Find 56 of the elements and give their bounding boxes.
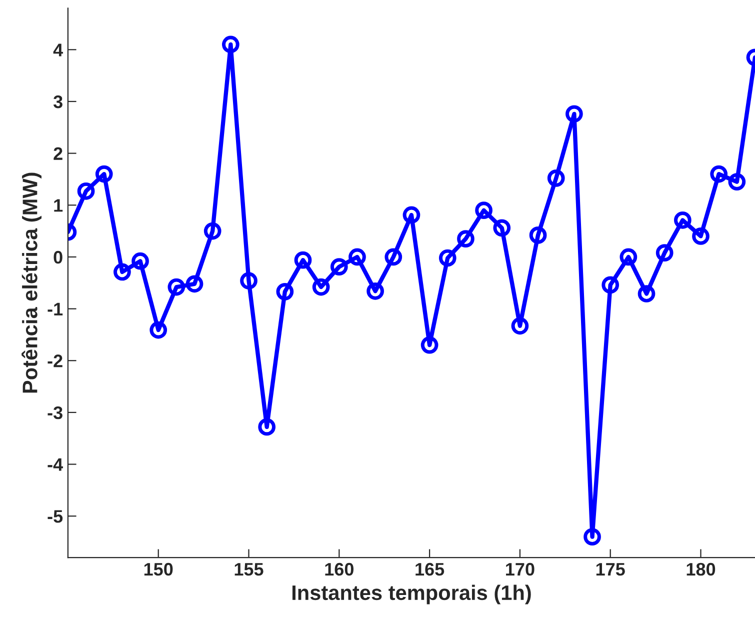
x-tick-label: 175 [596, 563, 625, 576]
y-tick-label: 3 [53, 95, 62, 108]
point [258, 418, 276, 436]
x-tick-label: 160 [325, 562, 354, 576]
point [438, 249, 456, 267]
point [77, 182, 95, 200]
point [620, 248, 638, 266]
y-tick-label: -3 [48, 406, 62, 420]
y-axis-title: Potência elétrica (MW) [22, 172, 42, 393]
point [475, 202, 492, 219]
point [186, 275, 204, 293]
point [420, 336, 438, 354]
x-tick-label: 170 [506, 562, 534, 576]
x-axis-title: Instantes temporais (1h) [292, 584, 531, 604]
x-tick-label: 155 [234, 563, 264, 576]
point [222, 36, 240, 54]
point [240, 272, 258, 290]
point [402, 206, 420, 224]
point [132, 252, 149, 270]
point [529, 226, 547, 244]
point [656, 244, 674, 262]
point [330, 258, 348, 276]
y-tick-label: 1 [54, 199, 63, 212]
point [348, 248, 366, 266]
y-tick-label: -4 [48, 458, 63, 471]
point [547, 170, 565, 187]
y-tick-label: -1 [48, 302, 63, 316]
x-tick-label: 150 [144, 562, 173, 576]
point [710, 165, 728, 183]
point [312, 278, 330, 296]
point [204, 222, 222, 240]
point [493, 219, 511, 237]
point [602, 276, 620, 294]
x-tick-label: 180 [686, 562, 716, 576]
point [511, 317, 529, 335]
point [566, 105, 583, 123]
point [728, 173, 746, 190]
point [674, 211, 692, 229]
y-tick-label: -5 [48, 510, 63, 523]
point [168, 278, 186, 296]
point [150, 321, 168, 339]
x-tick-label: 165 [416, 562, 444, 576]
y-tick-label: 2 [54, 147, 62, 160]
point [457, 230, 474, 248]
point [366, 282, 384, 300]
point [692, 228, 710, 245]
point [384, 248, 402, 266]
point [584, 528, 601, 546]
point [294, 251, 312, 269]
point [638, 285, 656, 302]
y-tick-label: -2 [48, 354, 62, 368]
point [276, 283, 294, 300]
y-tick-label: 0 [54, 250, 62, 264]
y-tick-label: 4 [53, 44, 63, 56]
point [95, 165, 113, 183]
point [114, 263, 131, 281]
